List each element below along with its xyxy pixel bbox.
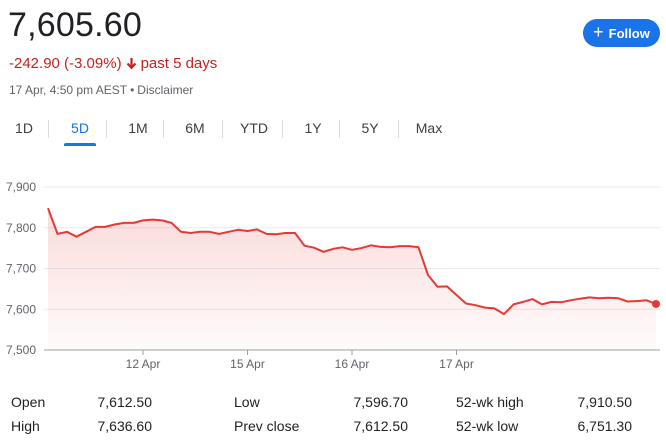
change-period: past 5 days: [140, 55, 218, 72]
tab-5y[interactable]: 5Y: [361, 120, 379, 136]
arrow-down-icon: [126, 57, 137, 70]
prev-close-value: 7,612.50: [353, 418, 409, 434]
tab-ytd[interactable]: YTD: [240, 120, 268, 136]
y-tick-label: 7,700: [6, 262, 36, 276]
price-change: -242.90 (-3.09%) past 5 days: [9, 55, 217, 72]
range-tabs: 1D 5D 1M 6M YTD 1Y 5Y Max: [0, 112, 666, 148]
tab-divider: [339, 120, 340, 138]
timestamp: 17 Apr, 4:50 pm AEST: [9, 83, 128, 97]
tab-divider: [398, 120, 399, 138]
y-tick-label: 7,800: [6, 221, 36, 235]
tab-divider: [48, 120, 49, 138]
tab-max[interactable]: Max: [415, 120, 443, 136]
tab-divider: [282, 120, 283, 138]
wk52-high-value: 7,910.50: [577, 394, 633, 410]
x-tick-label: 16 Apr: [335, 357, 370, 371]
wk52-high-label: 52-wk high: [456, 394, 524, 410]
stats-row-1: Open 7,612.50 Low 7,596.70 52-wk high 7,…: [0, 394, 666, 418]
low-value: 7,596.70: [353, 394, 409, 410]
tab-6m[interactable]: 6M: [185, 120, 205, 136]
price-chart[interactable]: 7,900 7,800 7,700 7,600 7,500 12 Apr 15 Apr 16 …: [0, 160, 666, 375]
x-tick-label: 17 Apr: [439, 357, 474, 371]
low-label: Low: [234, 394, 260, 410]
prev-close-label: Prev close: [234, 418, 300, 434]
wk52-low-label: 52-wk low: [456, 418, 519, 434]
follow-button[interactable]: + Follow: [583, 19, 660, 47]
high-value: 7,636.60: [97, 418, 153, 434]
y-tick-label: 7,900: [6, 180, 36, 194]
tab-1m[interactable]: 1M: [128, 120, 148, 136]
change-value: -242.90 (-3.09%): [9, 55, 122, 72]
separator-dot: •: [130, 83, 135, 97]
quote-meta: 17 Apr, 4:50 pm AEST • Disclaimer: [9, 83, 193, 97]
tab-5d[interactable]: 5D: [64, 112, 96, 146]
price-value: 7,605.60: [8, 6, 142, 44]
latest-point-marker: [652, 299, 660, 308]
tab-divider: [222, 120, 223, 138]
tab-divider: [163, 120, 164, 138]
tab-1y[interactable]: 1Y: [304, 120, 322, 136]
open-value: 7,612.50: [97, 394, 153, 410]
disclaimer-link[interactable]: Disclaimer: [137, 83, 194, 97]
follow-label: Follow: [608, 25, 650, 41]
wk52-low-value: 6,751.30: [577, 418, 633, 434]
y-tick-label: 7,500: [6, 343, 36, 357]
plus-icon: +: [593, 22, 604, 42]
x-tick-label: 15 Apr: [230, 357, 265, 371]
open-label: Open: [11, 394, 46, 410]
x-tick-label: 12 Apr: [126, 357, 161, 371]
stats-row-2: High 7,636.60 Prev close 7,612.50 52-wk …: [0, 418, 666, 442]
high-label: High: [11, 418, 40, 434]
tab-1d[interactable]: 1D: [15, 120, 33, 136]
price-area-fill: [48, 208, 656, 350]
y-tick-label: 7,600: [6, 302, 36, 316]
tab-divider: [106, 120, 107, 138]
price-series-line: [47, 207, 657, 316]
